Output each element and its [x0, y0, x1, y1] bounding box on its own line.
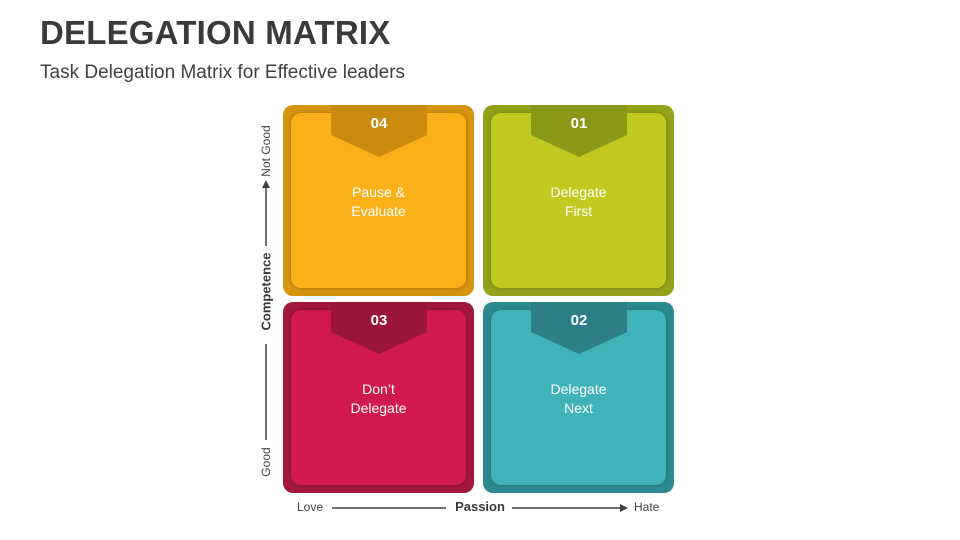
page-subtitle: Task Delegation Matrix for Effective lea… [40, 62, 406, 83]
quadrant-04-label: Pause & Evaluate [303, 183, 454, 221]
quadrant-03-label-line1: Don’t [362, 381, 395, 397]
quadrant-02-tag [531, 302, 627, 354]
quadrant-01-label: Delegate First [503, 183, 654, 221]
quadrant-03-label-line2: Delegate [350, 400, 407, 416]
x-axis-right-label: Hate [634, 500, 660, 514]
quadrant-01-number: 01 [570, 115, 588, 132]
quadrant-01: 01 Delegate First [483, 105, 674, 296]
quadrant-04: 04 Pause & Evaluate [283, 105, 474, 296]
y-axis-top-label: Not Good [259, 125, 273, 177]
x-axis-title: Passion [455, 499, 505, 514]
quadrant-04-tag [331, 105, 427, 157]
quadrant-04-label-line2: Evaluate [351, 203, 406, 219]
quadrant-02-label-line2: Next [564, 400, 593, 416]
quadrant-04-label-line1: Pause & [352, 184, 405, 200]
quadrant-03-number: 03 [370, 312, 388, 329]
quadrant-02-label: Delegate Next [503, 380, 654, 418]
x-axis-lines [332, 504, 628, 512]
quadrant-03-tag [331, 302, 427, 354]
x-axis-left-label: Love [297, 500, 324, 514]
quadrant-02: 02 Delegate Next [483, 302, 674, 493]
quadrant-02-label-line1: Delegate [550, 381, 607, 397]
quadrant-03-label: Don’t Delegate [303, 380, 454, 418]
y-axis-title: Competence [258, 252, 274, 331]
quadrant-03: 03 Don’t Delegate [283, 302, 474, 493]
y-axis-up-arrow-icon [262, 180, 270, 188]
quadrant-01-tag [531, 105, 627, 157]
quadrant-02-number: 02 [570, 312, 588, 329]
quadrant-01-label-line1: Delegate [550, 184, 607, 200]
y-axis-bottom-label: Good [259, 447, 273, 477]
x-axis-right-arrow-icon [620, 504, 628, 512]
y-axis-lines [262, 180, 270, 440]
quadrant-01-label-line2: First [564, 203, 593, 219]
quadrant-04-number: 04 [370, 115, 388, 132]
page-title: DELEGATION MATRIX [40, 14, 391, 51]
